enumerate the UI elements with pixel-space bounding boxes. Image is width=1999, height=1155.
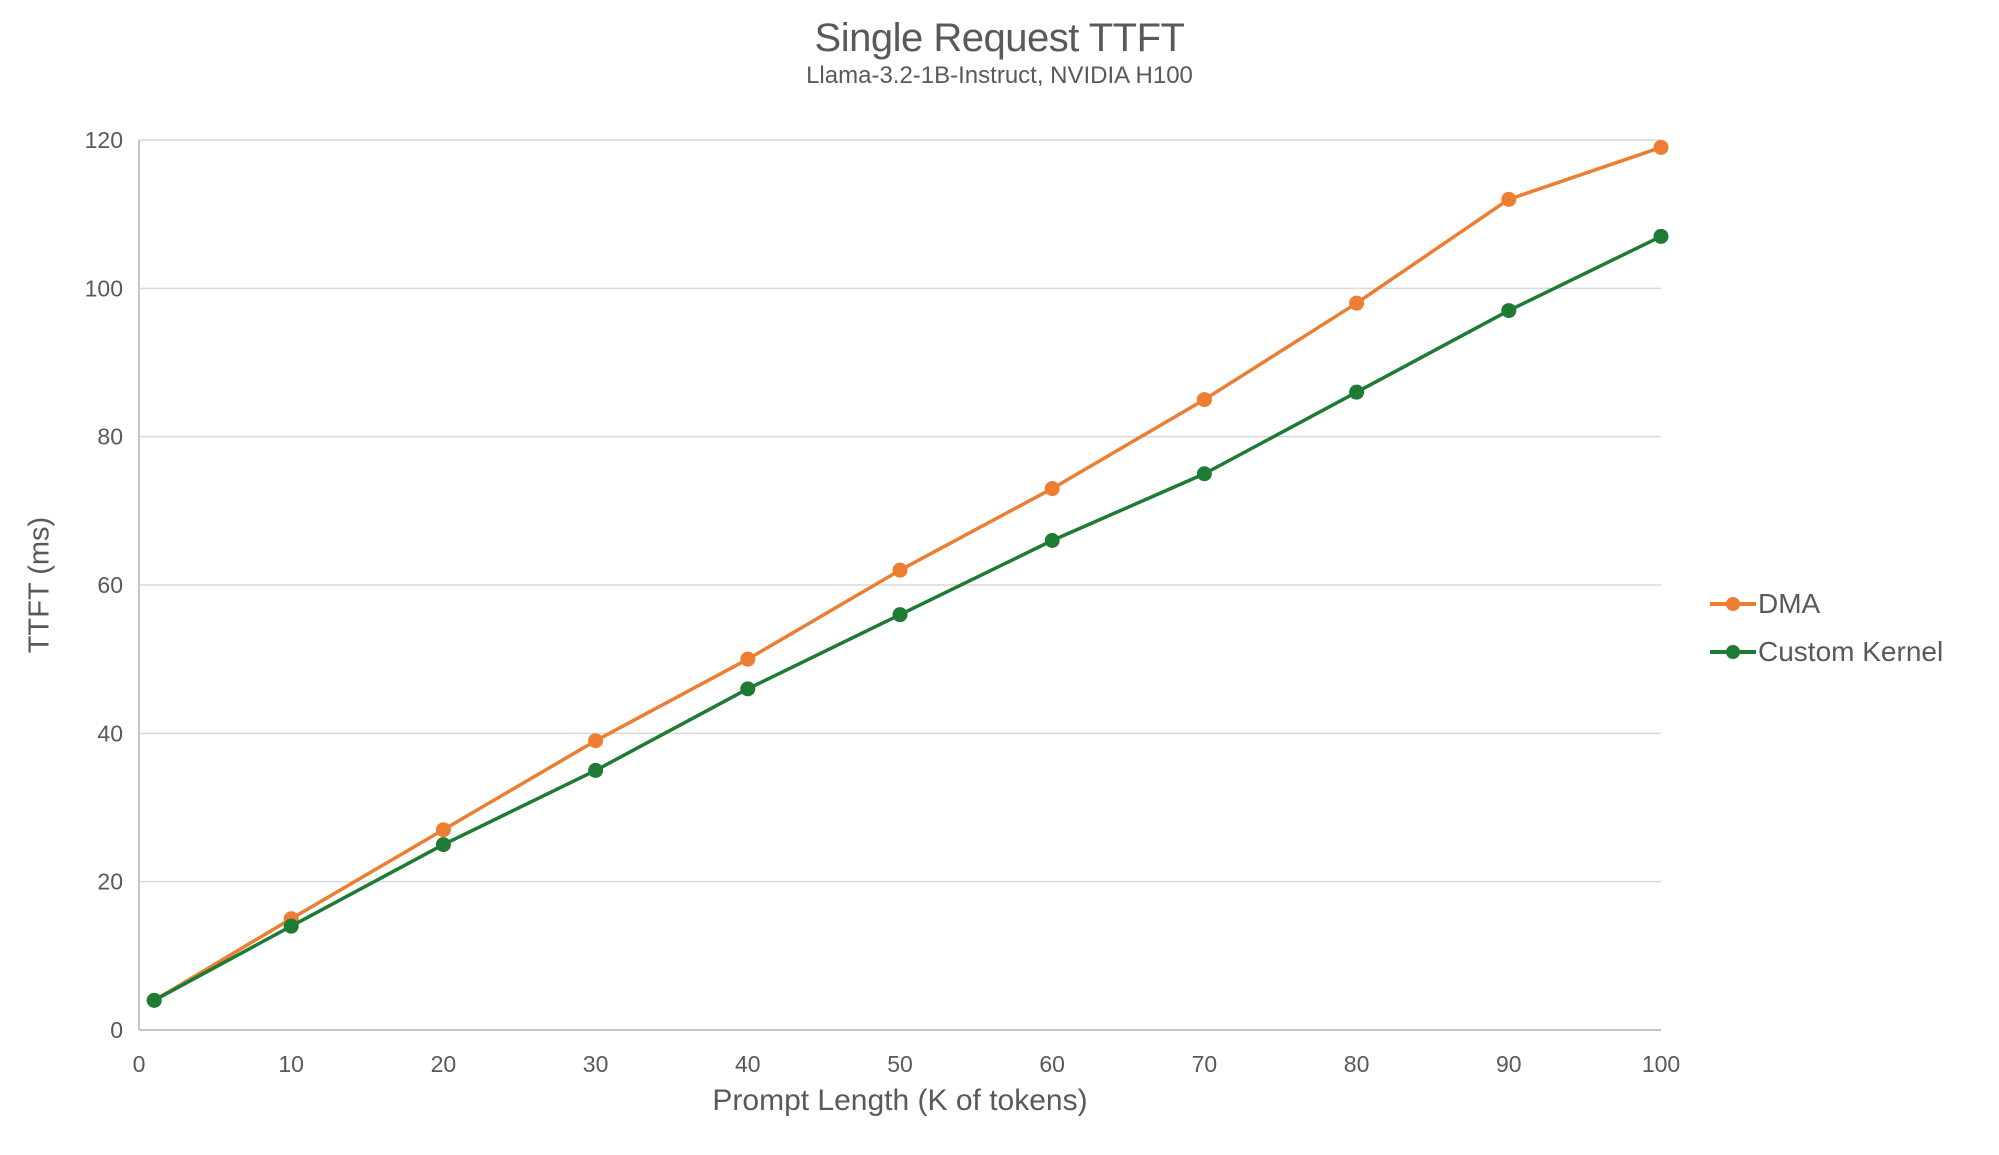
data-point-custom-kernel (1044, 533, 1060, 548)
legend-label-custom-kernel: Custom Kernel (1758, 636, 1944, 667)
legend-item-dma: DMA (1710, 588, 1943, 620)
x-tick-label: 60 (1039, 1051, 1065, 1077)
series-line-custom-kernel (152, 234, 1663, 1003)
data-point-dma (435, 822, 451, 838)
data-point-dma (1653, 139, 1669, 155)
x-tick-label: 80 (1344, 1051, 1370, 1077)
y-tick-label: 20 (97, 869, 123, 895)
x-tick-label: 40 (735, 1051, 761, 1077)
x-tick-label: 90 (1496, 1051, 1522, 1077)
data-point-dma (1044, 481, 1060, 497)
data-point-custom-kernel (146, 992, 162, 1008)
legend-item-custom-kernel: Custom Kernel (1710, 636, 1943, 668)
data-point-dma (1501, 191, 1517, 207)
data-point-custom-kernel (1349, 384, 1365, 400)
y-tick-label: 100 (85, 275, 123, 301)
data-point-custom-kernel (1196, 466, 1212, 482)
data-point-custom-kernel (1653, 228, 1669, 244)
x-tick-label: 70 (1192, 1051, 1218, 1077)
x-axis-title: Prompt Length (K of tokens) (712, 1084, 1088, 1117)
chart-title: Single Request TTFT (814, 16, 1185, 60)
y-tick-label: 40 (97, 720, 123, 746)
data-point-custom-kernel (740, 681, 756, 697)
data-point-dma (740, 651, 756, 667)
x-tick-label: 0 (133, 1051, 146, 1077)
x-tick-label: 30 (583, 1051, 609, 1077)
data-point-custom-kernel (435, 837, 451, 853)
legend: DMA Custom Kernel (1710, 588, 1943, 668)
series-line-dma (152, 145, 1663, 1003)
data-point-dma (588, 733, 604, 749)
data-point-dma (892, 562, 908, 578)
data-point-custom-kernel (1501, 303, 1517, 319)
x-tick-label: 50 (887, 1051, 913, 1077)
y-tick-label: 60 (97, 572, 123, 598)
y-tick-label: 120 (85, 127, 123, 153)
data-point-custom-kernel (588, 762, 604, 778)
data-point-custom-kernel (892, 607, 908, 623)
data-point-dma (1196, 392, 1212, 408)
x-tick-label: 10 (278, 1051, 304, 1077)
y-tick-label: 0 (110, 1017, 123, 1043)
legend-swatch-custom-kernel-icon (1710, 644, 1756, 660)
chart-subtitle: Llama-3.2-1B-Instruct, NVIDIA H100 (806, 62, 1193, 89)
y-tick-label: 80 (97, 424, 123, 450)
x-tick-label: 20 (431, 1051, 457, 1077)
legend-label-dma: DMA (1758, 588, 1821, 619)
y-axis-title: TTFT (ms) (23, 516, 56, 654)
legend-swatch-dma-icon (1710, 596, 1756, 612)
data-point-custom-kernel (283, 918, 299, 934)
data-point-dma (1349, 295, 1365, 311)
x-tick-label: 100 (1642, 1051, 1680, 1077)
